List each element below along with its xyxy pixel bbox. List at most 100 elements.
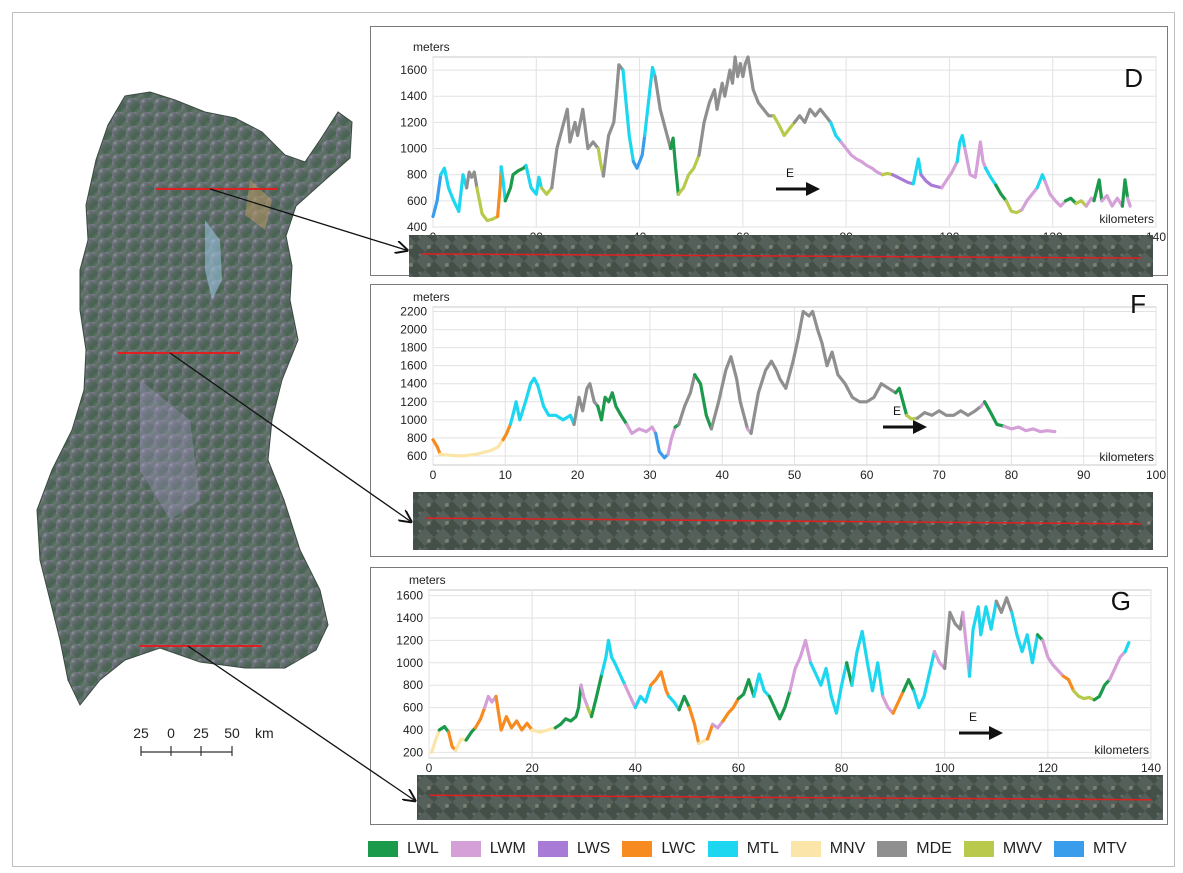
profile-segment-mwv (880, 171, 895, 177)
legend-swatch (790, 841, 821, 857)
profile-segment-mtl (621, 68, 635, 164)
scalebar-tick-label: 25 (193, 725, 209, 741)
profile-panel-g: 200 400 600 800 1000 1200 1400 1600 0 20 40 60 80 100… (370, 567, 1168, 825)
legend-item-mnv: MNV (790, 840, 865, 858)
profile-segment-mde (943, 610, 965, 670)
profile-segment-lwl (677, 694, 691, 712)
profile-segment-mtl (911, 157, 923, 186)
profile-segment-lwm (1108, 650, 1127, 682)
profile-segment-mtl (829, 120, 843, 144)
x-tick-label: 30 (643, 468, 657, 482)
profile-segment-lwc (687, 706, 701, 745)
y-tick-label: 800 (407, 168, 427, 182)
legend-swatch (537, 841, 568, 857)
y-tick-label: 2000 (400, 323, 427, 337)
profile-segment-mtl (912, 650, 936, 710)
satellite-map: 25 0 25 50 km (36, 91, 353, 756)
profile-segment-lws (891, 173, 915, 186)
profile-segment-mde (994, 596, 1014, 614)
profile-segment-mtl (850, 629, 885, 698)
profile-segment-lwm (940, 160, 959, 190)
profile-segment-mtl (1123, 641, 1131, 654)
y-tick-label: 1200 (400, 115, 427, 129)
x-tick-label: 80 (835, 761, 849, 775)
direction-label: E (786, 166, 794, 180)
profile-segment-lwm (579, 683, 590, 710)
legend-item-lwm: LWM (450, 840, 526, 858)
legend-swatch (877, 841, 908, 857)
profile-segment-lwm (711, 719, 725, 730)
profile-segment-lwm (1043, 179, 1068, 208)
y-tick-label: 400 (403, 723, 423, 737)
profile-segment-mde (653, 75, 673, 151)
profile-segment-lwc (1061, 674, 1076, 693)
profile-segment-lwl (693, 373, 713, 431)
legend: LWL LWM LWS LWC MTL MNV MDE MWV MTV (368, 838, 1139, 860)
legend-label: LWL (407, 840, 439, 857)
x-tick-label: 80 (1005, 468, 1019, 482)
y-tick-label: 1400 (400, 377, 427, 391)
legend-item-mtv: MTV (1053, 840, 1127, 858)
region-outline (36, 91, 353, 706)
profile-segment-lwl (736, 678, 756, 701)
profile-chart-f: 600 800 1000 1200 1400 1600 1800 2000 2200 0 10 20 3… (400, 289, 1166, 550)
profile-segment-mde (915, 404, 983, 420)
profile-segment-mde (792, 107, 833, 124)
profile-segment-mtv (431, 173, 443, 219)
legend-swatch (1053, 841, 1084, 857)
profile-segment-lwl (589, 672, 604, 719)
legend-label: MTL (746, 840, 779, 857)
profile-segment-lwl (437, 725, 451, 734)
legend-label: MWV (1002, 840, 1042, 857)
legend-item-mde: MDE (877, 840, 952, 858)
profile-segment-lwm (963, 140, 988, 179)
y-tick-label: 1600 (396, 589, 423, 603)
y-axis-label: meters (409, 573, 446, 587)
legend-item-mtl: MTL (707, 840, 779, 858)
legend-label: LWS (576, 840, 611, 857)
profile-segment-mde (677, 373, 697, 426)
legend-swatch (622, 841, 653, 857)
profile-segment-lwm (839, 140, 884, 177)
profile-segment-mtl (1035, 173, 1047, 190)
profile-segment-lwc (705, 722, 715, 741)
profile-segment-lwl (767, 689, 792, 721)
profile-segment-mtv (654, 431, 670, 460)
profile-segment-mwv (1074, 199, 1088, 208)
panel-label: G (1111, 586, 1131, 616)
profile-segment-lwm (1100, 194, 1124, 208)
y-axis-label: meters (413, 40, 450, 54)
legend-item-mwv: MWV (963, 840, 1042, 858)
profile-panel-d: 4006008001000120014001600020406080100120… (370, 26, 1168, 277)
profile-segment-lwm (1041, 638, 1065, 678)
legend-label: MDE (916, 840, 952, 857)
legend-label: LWC (661, 840, 696, 857)
profile-chart-g: 200 400 600 800 1000 1200 1400 1600 0 20 40 60 80 100… (396, 573, 1163, 820)
y-tick-label: 1800 (400, 341, 427, 355)
legend-swatch (368, 841, 398, 857)
profile-segment-lwl (901, 678, 916, 693)
direction-arrow-head (806, 182, 820, 196)
profile-segment-lwl (503, 163, 528, 203)
legend-item-lwl: LWL (368, 840, 439, 858)
profile-segment-mtv (631, 133, 647, 170)
transect-line (424, 517, 1142, 525)
profile-segment-mwv (539, 186, 554, 196)
x-tick-label: 70 (932, 468, 946, 482)
profile-segment-lwm (881, 694, 895, 715)
profile-segment-lws (919, 173, 944, 190)
profile-segment-mtl (955, 133, 967, 164)
profile-segment-lwl (1064, 196, 1078, 206)
y-tick-label: 1600 (400, 359, 427, 373)
x-tick-label: 120 (1038, 761, 1058, 775)
profile-segment-lwl (553, 683, 583, 730)
profile-segment-mde (601, 63, 625, 178)
direction-arrow-head (989, 726, 1003, 740)
profile-segment-lwm (623, 683, 637, 710)
x-tick-label: 50 (788, 468, 802, 482)
panel-label: D (1124, 63, 1143, 93)
profile-segment-mde (749, 309, 898, 435)
scalebar-tick-label: 0 (167, 725, 175, 741)
transect-line (420, 253, 1142, 259)
x-tick-label: 20 (571, 468, 585, 482)
